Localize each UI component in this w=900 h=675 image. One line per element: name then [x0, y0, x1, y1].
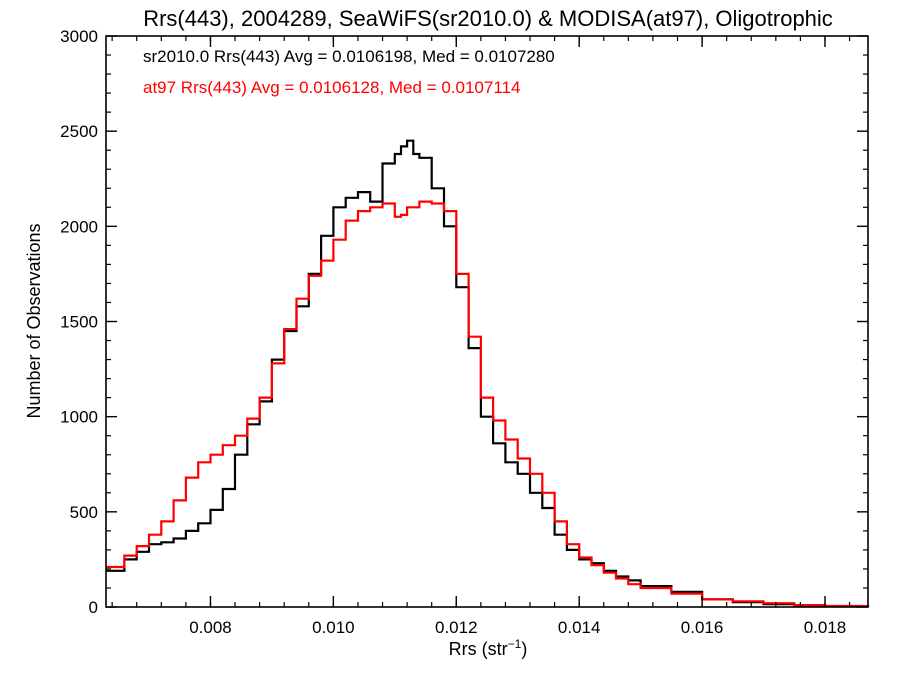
x-tick-label: 0.012	[435, 618, 478, 637]
y-tick-label: 500	[70, 503, 98, 522]
x-axis-ticks: 0.008 0.010 0.012 0.014 0.016 0.018	[111, 36, 851, 637]
chart-title: Rrs(443), 2004289, SeaWiFS(sr2010.0) & M…	[143, 6, 833, 31]
x-tick-label: 0.016	[681, 618, 724, 637]
y-axis-ticks: 0 500 1000 1500 2000 2500 3000	[60, 27, 868, 617]
legend-entry-at97: at97 Rrs(443) Avg = 0.0106128, Med = 0.0…	[143, 78, 520, 97]
y-axis-label: Number of Observations	[24, 223, 44, 418]
series-layer	[106, 139, 870, 608]
x-tick-label: 0.014	[558, 618, 601, 637]
series-sr2010-line	[106, 139, 870, 608]
x-axis-label: Rrs (str−1)	[449, 637, 528, 659]
x-tick-label: 0.018	[804, 618, 847, 637]
y-tick-label: 3000	[60, 27, 98, 46]
y-tick-label: 2000	[60, 217, 98, 236]
y-tick-label: 2500	[60, 122, 98, 141]
x-tick-label: 0.010	[312, 618, 355, 637]
y-tick-label: 0	[89, 598, 98, 617]
series-at97-line	[106, 200, 870, 608]
y-tick-label: 1000	[60, 408, 98, 427]
y-tick-label: 1500	[60, 313, 98, 332]
x-axis-label-superscript: −1	[508, 637, 522, 651]
x-tick-label: 0.008	[189, 618, 232, 637]
legend-entry-sr2010: sr2010.0 Rrs(443) Avg = 0.0106198, Med =…	[143, 47, 555, 66]
